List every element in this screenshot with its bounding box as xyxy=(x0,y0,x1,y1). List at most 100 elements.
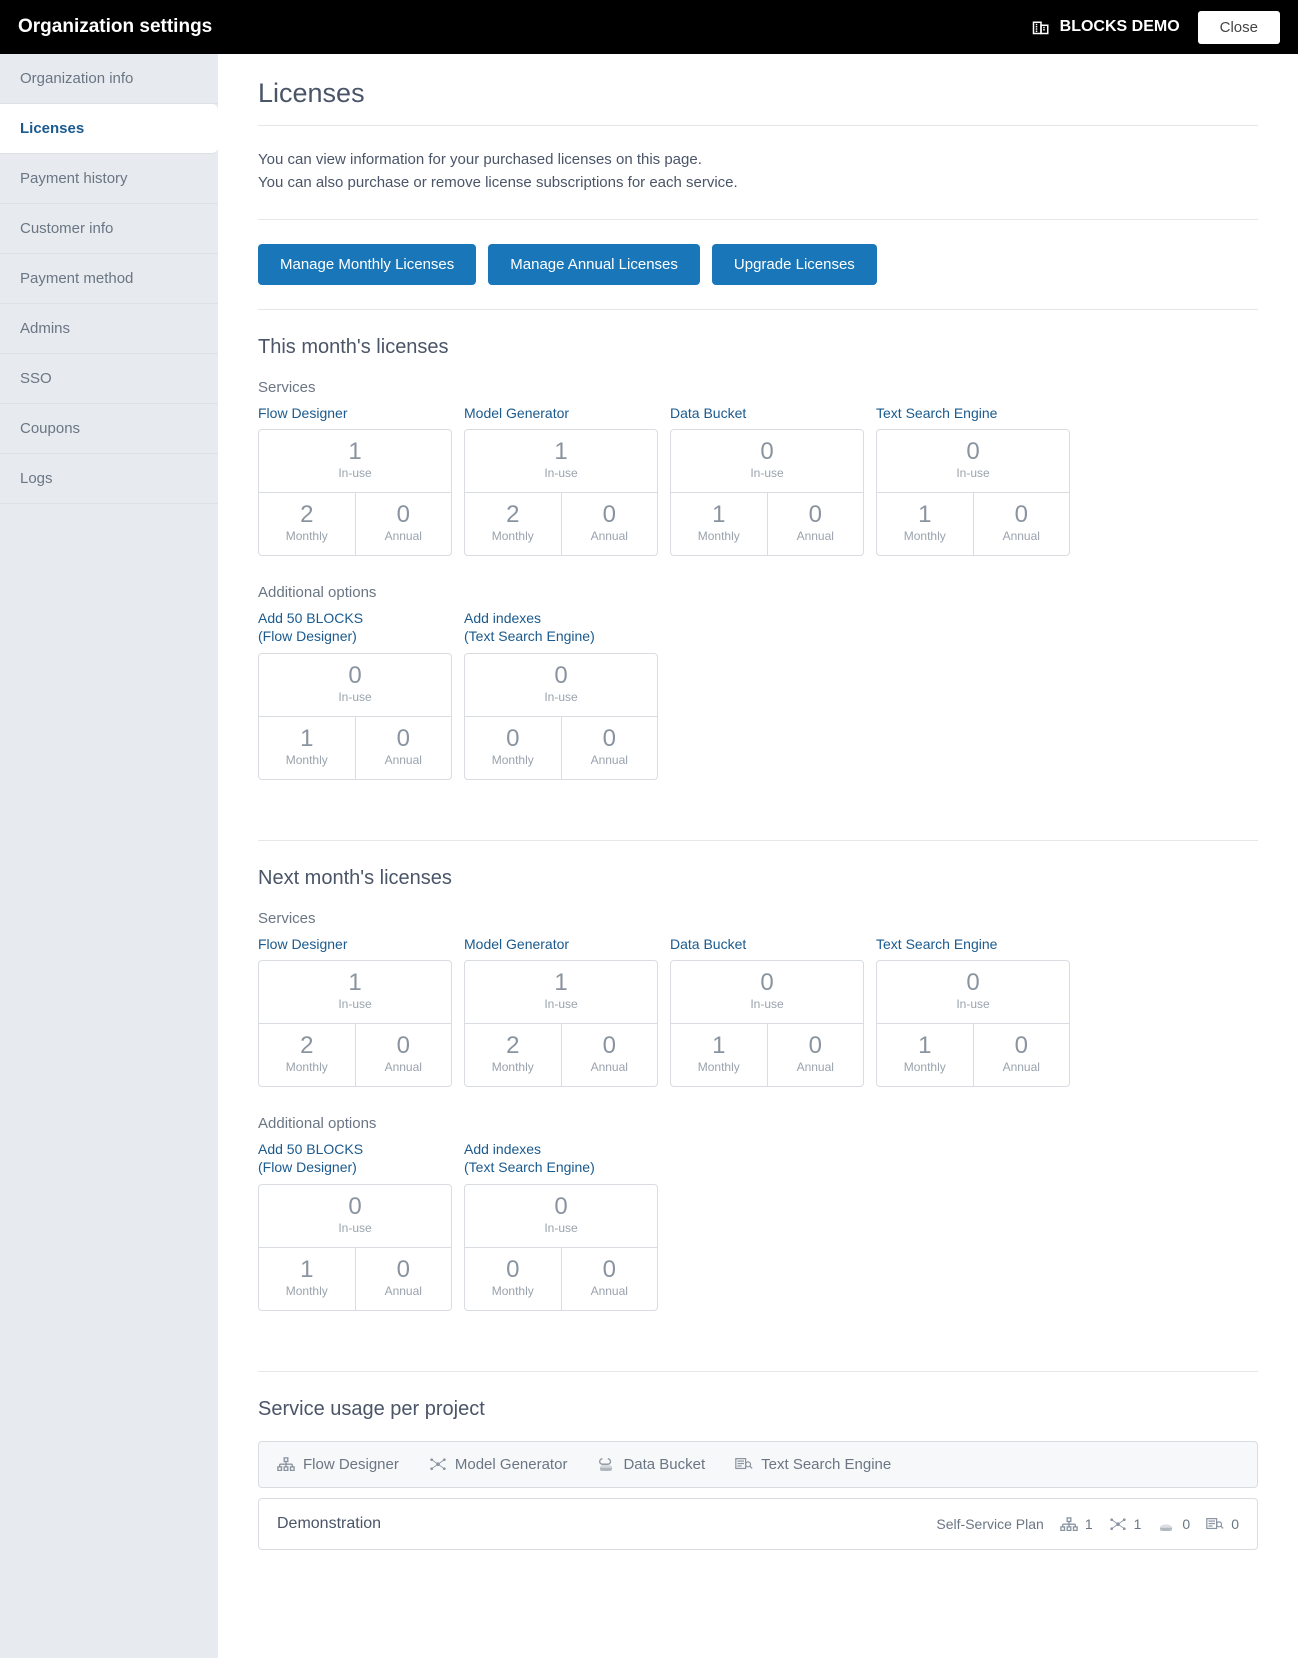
close-button[interactable]: Close xyxy=(1198,11,1280,44)
stat-model: 1 xyxy=(1109,1516,1142,1532)
card-box: 0 In-use 1 Monthly 0 Annual xyxy=(258,1184,452,1311)
annual-label: Annual xyxy=(356,753,452,767)
annual-value: 0 xyxy=(768,1034,864,1058)
card-bottom: 1 Monthly 0 Annual xyxy=(259,1247,451,1310)
monthly-label: Monthly xyxy=(259,1284,355,1298)
card-title: Add 50 BLOCKS(Flow Designer) xyxy=(258,609,452,647)
upgrade-button[interactable]: Upgrade Licenses xyxy=(712,244,877,285)
sidebar-item-coupons[interactable]: Coupons xyxy=(0,404,218,454)
in-use-value: 1 xyxy=(259,971,451,995)
sidebar-item-payment-history[interactable]: Payment history xyxy=(0,154,218,204)
next-month-options-row: Add 50 BLOCKS(Flow Designer) 0 In-use 1 … xyxy=(258,1140,1258,1311)
header-bar: Organization settings BLOCKS DEMO Close xyxy=(0,0,1298,54)
annual-value: 0 xyxy=(562,1258,658,1282)
in-use-label: In-use xyxy=(465,466,657,480)
project-row[interactable]: Demonstration Self-Service Plan 1 1 0 xyxy=(258,1498,1258,1550)
card-box: 0 In-use 1 Monthly 0 Annual xyxy=(876,429,1070,556)
annual-label: Annual xyxy=(356,529,452,543)
manage-annual-button[interactable]: Manage Annual Licenses xyxy=(488,244,700,285)
in-use-value: 0 xyxy=(465,664,657,688)
legend-flow-designer: Flow Designer xyxy=(277,1456,399,1473)
legend-text-search: Text Search Engine xyxy=(735,1456,891,1473)
manage-monthly-button[interactable]: Manage Monthly Licenses xyxy=(258,244,476,285)
card-in-use: 0 In-use xyxy=(877,961,1069,1023)
sidebar-item-licenses[interactable]: Licenses xyxy=(0,104,218,154)
model-generator-icon xyxy=(429,1457,447,1471)
annual-label: Annual xyxy=(562,529,658,543)
annual-value: 0 xyxy=(562,727,658,751)
in-use-label: In-use xyxy=(877,466,1069,480)
stat-flow: 1 xyxy=(1060,1516,1093,1532)
services-label: Services xyxy=(258,910,1258,927)
button-row: Manage Monthly Licenses Manage Annual Li… xyxy=(258,244,1258,285)
card-in-use: 0 In-use xyxy=(259,1185,451,1247)
card-in-use: 0 In-use xyxy=(259,654,451,716)
project-plan: Self-Service Plan xyxy=(936,1516,1043,1532)
card-title: Data Bucket xyxy=(670,404,864,423)
license-card: Add indexes(Text Search Engine) 0 In-use… xyxy=(464,1140,658,1311)
card-bottom: 1 Monthly 0 Annual xyxy=(671,1023,863,1086)
stat-text-value: 0 xyxy=(1231,1516,1239,1532)
card-annual: 0 Annual xyxy=(561,717,658,779)
in-use-value: 1 xyxy=(465,440,657,464)
card-bottom: 1 Monthly 0 Annual xyxy=(877,492,1069,555)
license-card: Flow Designer 1 In-use 2 Monthly 0 Annua… xyxy=(258,935,452,1087)
sidebar-item-payment-method[interactable]: Payment method xyxy=(0,254,218,304)
monthly-value: 0 xyxy=(465,727,561,751)
license-card: Add indexes(Text Search Engine) 0 In-use… xyxy=(464,609,658,780)
sidebar-item-logs[interactable]: Logs xyxy=(0,454,218,504)
org-name[interactable]: BLOCKS DEMO xyxy=(1032,18,1180,36)
sidebar-item-customer-info[interactable]: Customer info xyxy=(0,204,218,254)
card-bottom: 2 Monthly 0 Annual xyxy=(465,492,657,555)
card-in-use: 0 In-use xyxy=(465,654,657,716)
monthly-value: 1 xyxy=(877,1034,973,1058)
flow-designer-icon xyxy=(277,1457,295,1471)
card-monthly: 1 Monthly xyxy=(671,1024,767,1086)
in-use-value: 0 xyxy=(465,1195,657,1219)
this-month-title: This month's licenses xyxy=(258,336,1258,359)
page-desc-line1: You can view information for your purcha… xyxy=(258,151,702,168)
annual-value: 0 xyxy=(562,503,658,527)
sidebar-item-organization-info[interactable]: Organization info xyxy=(0,54,218,104)
divider xyxy=(258,1371,1258,1372)
in-use-label: In-use xyxy=(259,997,451,1011)
additional-options-label: Additional options xyxy=(258,584,1258,601)
sidebar-item-sso[interactable]: SSO xyxy=(0,354,218,404)
monthly-label: Monthly xyxy=(465,529,561,543)
data-bucket-icon xyxy=(597,1457,615,1471)
card-monthly: 2 Monthly xyxy=(259,493,355,555)
card-bottom: 1 Monthly 0 Annual xyxy=(671,492,863,555)
sidebar: Organization info Licenses Payment histo… xyxy=(0,54,218,1658)
card-in-use: 1 In-use xyxy=(465,961,657,1023)
in-use-label: In-use xyxy=(671,466,863,480)
monthly-label: Monthly xyxy=(465,1060,561,1074)
card-bottom: 2 Monthly 0 Annual xyxy=(465,1023,657,1086)
card-monthly: 1 Monthly xyxy=(877,493,973,555)
monthly-value: 1 xyxy=(671,1034,767,1058)
card-title: Data Bucket xyxy=(670,935,864,954)
legend-data-bucket: Data Bucket xyxy=(597,1456,705,1473)
this-month-services-row: Flow Designer 1 In-use 2 Monthly 0 Annua… xyxy=(258,404,1258,556)
card-monthly: 1 Monthly xyxy=(877,1024,973,1086)
card-title: Text Search Engine xyxy=(876,404,1070,423)
stat-text: 0 xyxy=(1206,1516,1239,1532)
card-box: 0 In-use 0 Monthly 0 Annual xyxy=(464,1184,658,1311)
card-bottom: 0 Monthly 0 Annual xyxy=(465,1247,657,1310)
card-annual: 0 Annual xyxy=(973,493,1070,555)
text-search-icon xyxy=(735,1457,753,1471)
sidebar-item-admins[interactable]: Admins xyxy=(0,304,218,354)
card-annual: 0 Annual xyxy=(767,493,864,555)
monthly-label: Monthly xyxy=(259,1060,355,1074)
card-monthly: 2 Monthly xyxy=(465,493,561,555)
card-box: 0 In-use 1 Monthly 0 Annual xyxy=(670,960,864,1087)
legend-text-label: Text Search Engine xyxy=(761,1456,891,1473)
card-box: 1 In-use 2 Monthly 0 Annual xyxy=(464,960,658,1087)
in-use-value: 1 xyxy=(259,440,451,464)
monthly-label: Monthly xyxy=(877,1060,973,1074)
monthly-value: 1 xyxy=(877,503,973,527)
model-generator-icon xyxy=(1109,1517,1127,1531)
card-box: 1 In-use 2 Monthly 0 Annual xyxy=(464,429,658,556)
monthly-value: 1 xyxy=(259,1258,355,1282)
in-use-label: In-use xyxy=(465,997,657,1011)
annual-value: 0 xyxy=(356,1034,452,1058)
